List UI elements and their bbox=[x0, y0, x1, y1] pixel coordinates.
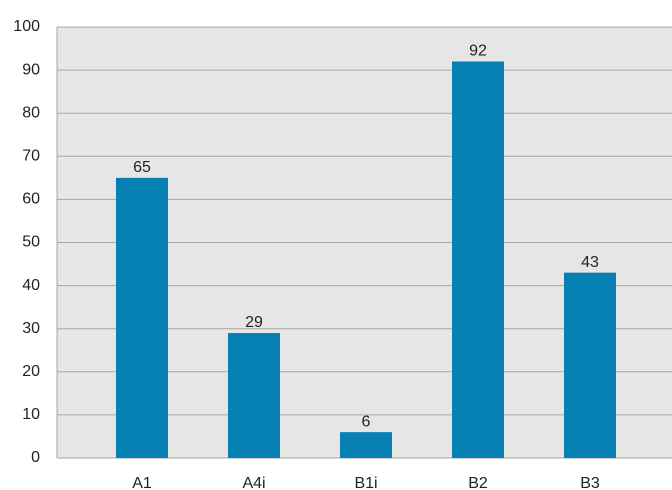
x-tick-label: B2 bbox=[468, 475, 488, 490]
x-tick-label: B1i bbox=[354, 475, 377, 490]
bar bbox=[564, 272, 616, 458]
y-tick-label: 40 bbox=[22, 277, 40, 294]
data-label: 43 bbox=[581, 254, 599, 271]
bar bbox=[228, 333, 280, 458]
y-tick-label: 70 bbox=[22, 148, 40, 165]
y-tick-label: 90 bbox=[22, 61, 40, 78]
y-tick-label: 100 bbox=[13, 18, 40, 35]
y-tick-label: 60 bbox=[22, 191, 40, 208]
y-tick-label: 30 bbox=[22, 320, 40, 337]
bar bbox=[116, 177, 168, 458]
bar bbox=[452, 61, 504, 458]
x-tick-label: B3 bbox=[580, 475, 600, 490]
x-tick-label: A1 bbox=[132, 475, 152, 490]
x-tick-label: A4i bbox=[242, 475, 265, 490]
y-tick-label: 80 bbox=[22, 104, 40, 121]
data-label: 92 bbox=[469, 43, 487, 60]
y-tick-label: 0 bbox=[31, 449, 40, 466]
data-label: 6 bbox=[362, 413, 371, 430]
y-tick-label: 10 bbox=[22, 406, 40, 423]
y-tick-label: 20 bbox=[22, 363, 40, 380]
data-label: 29 bbox=[245, 314, 263, 331]
data-label: 65 bbox=[133, 159, 151, 176]
bar bbox=[340, 432, 392, 458]
y-tick-label: 50 bbox=[22, 234, 40, 251]
